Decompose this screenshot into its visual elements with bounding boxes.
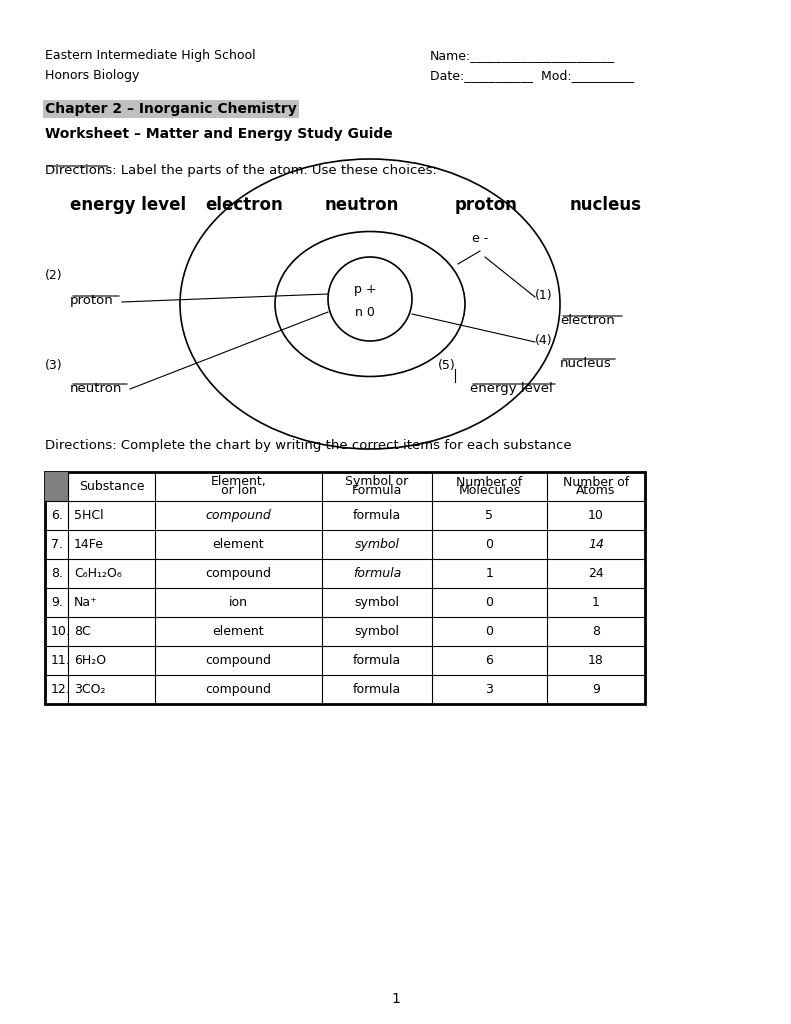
Text: 8: 8 [592,625,600,638]
Text: 10: 10 [588,509,604,522]
Text: 1: 1 [486,567,494,580]
Text: 6: 6 [486,654,494,667]
Text: symbol: symbol [354,538,399,551]
Text: 24: 24 [589,567,604,580]
Text: 0: 0 [486,596,494,609]
Text: C₆H₁₂O₆: C₆H₁₂O₆ [74,567,122,580]
Text: symbol: symbol [354,625,399,638]
Text: 14Fe: 14Fe [74,538,104,551]
Text: ion: ion [229,596,248,609]
Text: 6.: 6. [51,509,62,522]
Text: compound: compound [206,654,271,667]
Text: (4): (4) [535,334,553,347]
Text: formula: formula [353,567,401,580]
Text: 0: 0 [486,538,494,551]
Text: Worksheet – Matter and Energy Study Guide: Worksheet – Matter and Energy Study Guid… [45,127,393,141]
Text: Directions: Label the parts of the atom. Use these choices:: Directions: Label the parts of the atom.… [45,164,437,177]
Text: Atoms: Atoms [577,484,615,498]
Text: 6H₂O: 6H₂O [74,654,106,667]
Text: 3: 3 [486,683,494,696]
Text: 12.: 12. [51,683,70,696]
Text: Honors Biology: Honors Biology [45,69,139,82]
Text: symbol: symbol [354,596,399,609]
Text: energy level: energy level [470,382,553,395]
Text: electron: electron [560,314,615,327]
Text: Date:___________  Mod:__________: Date:___________ Mod:__________ [430,69,634,82]
Text: 9: 9 [592,683,600,696]
Text: 3CO₂: 3CO₂ [74,683,105,696]
Text: neutron: neutron [325,196,399,214]
Text: formula: formula [353,683,401,696]
Text: p +: p + [354,283,377,296]
Text: (5): (5) [438,359,456,372]
Text: 0: 0 [486,625,494,638]
Text: (2): (2) [45,269,62,282]
Text: Symbol or: Symbol or [346,475,409,488]
Text: 8C: 8C [74,625,91,638]
Text: compound: compound [206,509,271,522]
Text: proton: proton [70,294,114,307]
Text: Formula: Formula [352,484,402,498]
Text: 10.: 10. [51,625,71,638]
Text: compound: compound [206,567,271,580]
Text: e -: e - [472,232,488,246]
Text: Molecules: Molecules [458,484,520,498]
Text: 5HCl: 5HCl [74,509,104,522]
Text: or Ion: or Ion [221,484,256,498]
Text: 14: 14 [588,538,604,551]
Text: 7.: 7. [51,538,63,551]
Text: Element,: Element, [210,475,267,488]
Text: 9.: 9. [51,596,62,609]
Text: (1): (1) [535,289,553,302]
Text: compound: compound [206,683,271,696]
Text: element: element [213,625,264,638]
Text: nucleus: nucleus [560,357,611,370]
Text: Na⁺: Na⁺ [74,596,98,609]
Text: Number of: Number of [456,475,523,488]
Text: formula: formula [353,509,401,522]
Text: 1: 1 [391,992,400,1006]
Text: (3): (3) [45,359,62,372]
Text: 1: 1 [592,596,600,609]
Text: Chapter 2 – Inorganic Chemistry: Chapter 2 – Inorganic Chemistry [45,102,297,116]
Text: neutron: neutron [70,382,123,395]
Text: electron: electron [205,196,282,214]
Text: Eastern Intermediate High School: Eastern Intermediate High School [45,49,255,62]
Bar [45,472,68,501]
Text: 8.: 8. [51,567,63,580]
Text: 18: 18 [588,654,604,667]
Text: 11.: 11. [51,654,70,667]
Text: formula: formula [353,654,401,667]
Text: Number of: Number of [563,475,629,488]
Text: 5: 5 [486,509,494,522]
Text: energy level: energy level [70,196,186,214]
Text: element: element [213,538,264,551]
Text: Substance: Substance [79,480,144,493]
Text: nucleus: nucleus [570,196,642,214]
Bar [45,472,645,705]
Text: n 0: n 0 [355,305,375,318]
Text: Name:_______________________: Name:_______________________ [430,49,615,62]
Text: Directions: Complete the chart by writing the correct items for each substance: Directions: Complete the chart by writin… [45,439,572,452]
Text: proton: proton [455,196,518,214]
